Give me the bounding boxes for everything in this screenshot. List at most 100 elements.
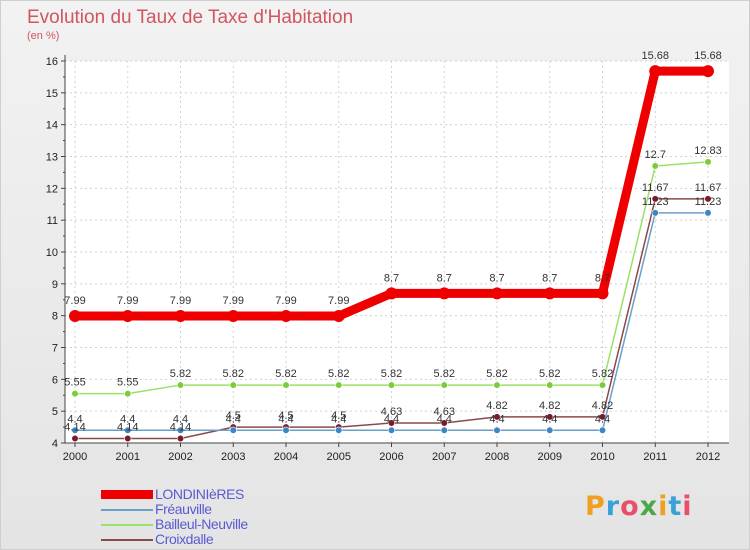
data-point bbox=[387, 419, 396, 427]
data-label: 4.4 bbox=[278, 413, 293, 425]
data-point bbox=[71, 390, 79, 398]
data-label: 8.7 bbox=[595, 272, 610, 284]
data-point bbox=[596, 287, 609, 300]
legend-swatch bbox=[101, 524, 153, 526]
data-label: 7.99 bbox=[328, 295, 349, 307]
y-tick-label: 14 bbox=[46, 120, 58, 132]
x-tick-label: 2006 bbox=[379, 451, 403, 463]
grid-lines bbox=[65, 60, 729, 444]
series-lines bbox=[69, 65, 714, 443]
data-point bbox=[335, 381, 343, 389]
y-tick-label: 5 bbox=[52, 406, 58, 418]
data-label: 11.23 bbox=[642, 196, 669, 208]
y-tick-label: 7 bbox=[52, 343, 58, 355]
data-point bbox=[282, 426, 290, 434]
x-tick-label: 2001 bbox=[116, 451, 140, 463]
data-point bbox=[229, 381, 237, 389]
data-label: 12.83 bbox=[694, 145, 722, 157]
logo-letter: x bbox=[639, 491, 659, 522]
data-point bbox=[493, 426, 501, 434]
data-point bbox=[71, 434, 79, 443]
data-point bbox=[704, 158, 712, 166]
data-label: 4.4 bbox=[173, 413, 188, 425]
y-tick-label: 6 bbox=[52, 374, 58, 386]
data-point bbox=[493, 413, 501, 421]
data-label: 5.55 bbox=[64, 377, 85, 389]
data-label: 4.4 bbox=[331, 413, 346, 425]
x-tick-label: 2008 bbox=[485, 451, 509, 463]
data-label: 4.82 bbox=[486, 400, 507, 412]
data-label: 15.68 bbox=[694, 50, 722, 62]
data-point bbox=[651, 162, 659, 170]
data-point bbox=[174, 309, 187, 322]
data-point bbox=[649, 65, 662, 78]
data-label: 12.7 bbox=[645, 149, 666, 161]
data-label: 7.99 bbox=[223, 295, 244, 307]
data-point bbox=[69, 309, 81, 322]
y-tick-label: 9 bbox=[52, 279, 58, 291]
data-point bbox=[121, 309, 134, 322]
data-point bbox=[71, 426, 79, 434]
data-point bbox=[491, 287, 503, 300]
data-label: 5.82 bbox=[223, 368, 244, 380]
logo-letter: i bbox=[658, 491, 669, 522]
legend-item-bailleul-neuville: Bailleul-Neuville bbox=[101, 516, 341, 532]
data-point bbox=[124, 434, 132, 443]
logo-letter: r bbox=[605, 491, 621, 522]
data-label: 8.7 bbox=[489, 272, 504, 284]
data-label: 8.7 bbox=[542, 272, 557, 284]
data-label: 4.63 bbox=[381, 406, 402, 418]
data-point bbox=[438, 287, 451, 300]
chart-subtitle: (en %) bbox=[27, 30, 60, 42]
data-label: 7.99 bbox=[170, 295, 191, 307]
data-label: 4.4 bbox=[595, 413, 610, 425]
x-tick-label: 2011 bbox=[643, 451, 667, 463]
legend-swatch bbox=[101, 490, 153, 499]
data-point bbox=[124, 390, 132, 398]
data-point bbox=[598, 381, 607, 389]
proxiti-logo: Proxiti bbox=[585, 491, 693, 522]
data-label: 7.99 bbox=[275, 295, 296, 307]
data-label: 15.68 bbox=[641, 50, 669, 62]
data-point bbox=[176, 434, 185, 443]
legend-item-freauville: Fréauville bbox=[101, 501, 341, 517]
y-tick-label: 11 bbox=[47, 215, 58, 227]
axes: 4 5 6 7 8 9 10 11 12 13 14 15 16 2000 2001 2002 2003 2004… bbox=[46, 55, 729, 463]
data-label: 11.23 bbox=[695, 196, 722, 208]
data-label: 4.14 bbox=[117, 422, 138, 434]
data-label: 4.5 bbox=[331, 410, 346, 422]
data-label: 4.82 bbox=[539, 400, 560, 412]
data-point bbox=[598, 426, 607, 434]
legend-label: Bailleul-Neuville bbox=[155, 516, 248, 532]
data-label: 4.4 bbox=[67, 413, 82, 425]
legend-item-croixdalle: Croixdalle bbox=[101, 531, 341, 547]
data-label: 11.67 bbox=[642, 182, 669, 194]
data-point bbox=[440, 381, 448, 389]
data-point bbox=[229, 426, 237, 434]
data-label: 4.4 bbox=[120, 413, 135, 425]
x-tick-label: 2009 bbox=[538, 451, 562, 463]
y-tick-label: 13 bbox=[46, 152, 58, 164]
data-point bbox=[280, 309, 292, 322]
y-tick-label: 12 bbox=[46, 183, 58, 195]
data-label: 4.5 bbox=[226, 410, 241, 422]
y-tick-label: 10 bbox=[46, 247, 58, 259]
data-point bbox=[493, 381, 501, 389]
legend-label: LONDINIèRES bbox=[155, 486, 244, 502]
data-label: 4.5 bbox=[278, 410, 293, 422]
data-point bbox=[387, 426, 396, 434]
legend-label: Croixdalle bbox=[155, 531, 214, 547]
y-tick-label: 15 bbox=[46, 88, 58, 100]
data-label: 5.82 bbox=[486, 368, 507, 380]
data-point bbox=[704, 209, 712, 217]
x-tick-label: 2003 bbox=[221, 451, 245, 463]
logo-letter: i bbox=[682, 491, 693, 522]
data-label: 4.4 bbox=[542, 413, 557, 425]
data-label: 5.55 bbox=[117, 377, 138, 389]
x-tick-label: 2004 bbox=[274, 451, 298, 463]
data-point bbox=[543, 287, 556, 300]
data-point bbox=[124, 426, 132, 434]
y-tick-label: 16 bbox=[46, 56, 58, 68]
data-point bbox=[385, 287, 398, 300]
